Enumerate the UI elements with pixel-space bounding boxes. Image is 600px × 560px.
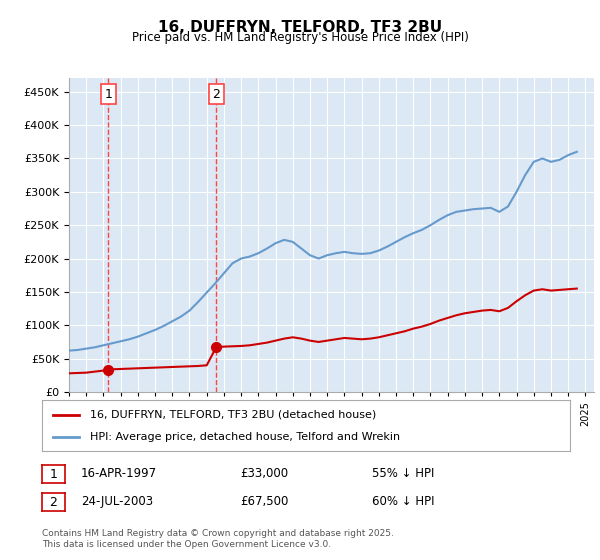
Text: HPI: Average price, detached house, Telford and Wrekin: HPI: Average price, detached house, Telf… [89, 432, 400, 442]
Text: 16-APR-1997: 16-APR-1997 [81, 466, 157, 480]
Text: Contains HM Land Registry data © Crown copyright and database right 2025.
This d: Contains HM Land Registry data © Crown c… [42, 529, 394, 549]
Text: Price paid vs. HM Land Registry's House Price Index (HPI): Price paid vs. HM Land Registry's House … [131, 31, 469, 44]
Text: 1: 1 [104, 87, 112, 101]
Text: 24-JUL-2003: 24-JUL-2003 [81, 494, 153, 508]
Text: 2: 2 [212, 87, 220, 101]
Text: 1: 1 [49, 468, 58, 481]
Text: 16, DUFFRYN, TELFORD, TF3 2BU (detached house): 16, DUFFRYN, TELFORD, TF3 2BU (detached … [89, 409, 376, 419]
Text: £67,500: £67,500 [240, 494, 289, 508]
Text: 55% ↓ HPI: 55% ↓ HPI [372, 466, 434, 480]
Text: 16, DUFFRYN, TELFORD, TF3 2BU: 16, DUFFRYN, TELFORD, TF3 2BU [158, 20, 442, 35]
Text: £33,000: £33,000 [240, 466, 288, 480]
Text: 60% ↓ HPI: 60% ↓ HPI [372, 494, 434, 508]
Text: 2: 2 [49, 496, 58, 509]
